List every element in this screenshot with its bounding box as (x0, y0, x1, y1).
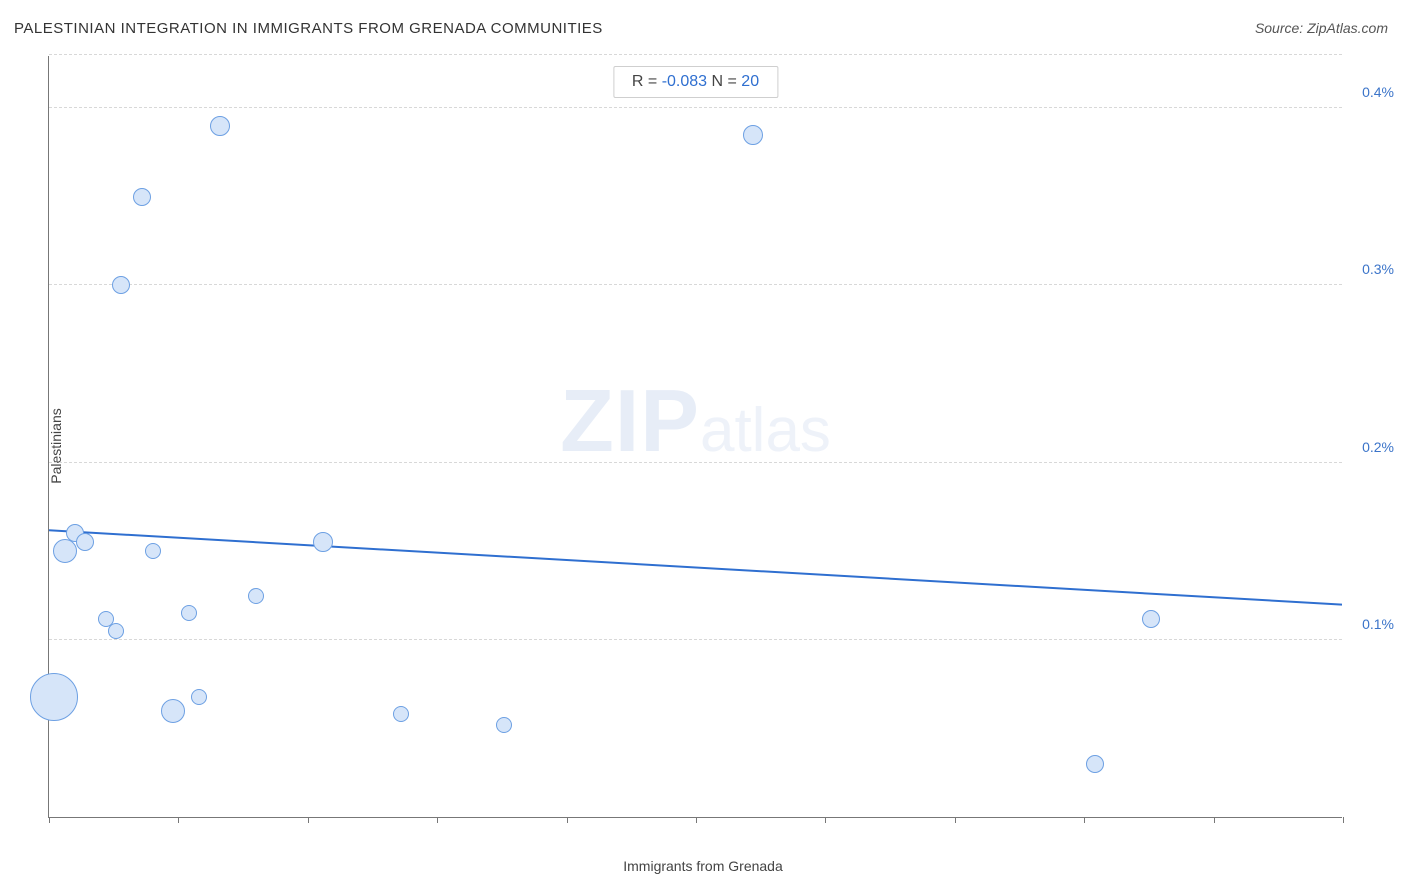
x-tick (1343, 817, 1344, 823)
x-tick (178, 817, 179, 823)
stat-n-label: N = (707, 73, 741, 90)
data-point (313, 532, 333, 552)
data-point (181, 605, 197, 621)
data-point (191, 689, 207, 705)
data-point (210, 116, 230, 136)
x-tick (696, 817, 697, 823)
data-point (743, 125, 763, 145)
x-tick (308, 817, 309, 823)
y-tick-label: 0.2% (1362, 439, 1394, 455)
stat-r-label: R = (632, 73, 662, 90)
x-tick (825, 817, 826, 823)
y-tick-label: 0.3% (1362, 261, 1394, 277)
data-point (30, 673, 78, 721)
data-point (393, 706, 409, 722)
data-point (248, 588, 264, 604)
data-point (161, 699, 185, 723)
data-point (496, 717, 512, 733)
x-tick (437, 817, 438, 823)
x-axis-label: Immigrants from Grenada (623, 858, 783, 874)
data-point (53, 539, 77, 563)
y-tick-label: 0.1% (1362, 616, 1394, 632)
stat-n-value: 20 (741, 73, 759, 90)
y-tick-label: 0.4% (1362, 84, 1394, 100)
data-point (1142, 610, 1160, 628)
x-tick (955, 817, 956, 823)
trend-line (49, 56, 1342, 817)
gridline (49, 54, 1342, 55)
x-tick (1214, 817, 1215, 823)
gridline (49, 462, 1342, 463)
data-point (133, 188, 151, 206)
gridline (49, 639, 1342, 640)
plot-area: ZIPatlas R = -0.083 N = 20 0.1%0.2%0.3%0… (48, 56, 1342, 818)
data-point (145, 543, 161, 559)
stats-box: R = -0.083 N = 20 (613, 66, 778, 98)
x-tick (567, 817, 568, 823)
watermark: ZIPatlas (560, 370, 831, 472)
source-attribution: Source: ZipAtlas.com (1255, 20, 1388, 36)
data-point (1086, 755, 1104, 773)
data-point (112, 276, 130, 294)
x-tick (49, 817, 50, 823)
data-point (108, 623, 124, 639)
gridline (49, 284, 1342, 285)
x-tick (1084, 817, 1085, 823)
chart-title: PALESTINIAN INTEGRATION IN IMMIGRANTS FR… (14, 20, 603, 37)
data-point (76, 533, 94, 551)
gridline (49, 107, 1342, 108)
watermark-atlas: atlas (700, 396, 831, 465)
stat-r-value: -0.083 (662, 73, 707, 90)
watermark-zip: ZIP (560, 371, 700, 470)
